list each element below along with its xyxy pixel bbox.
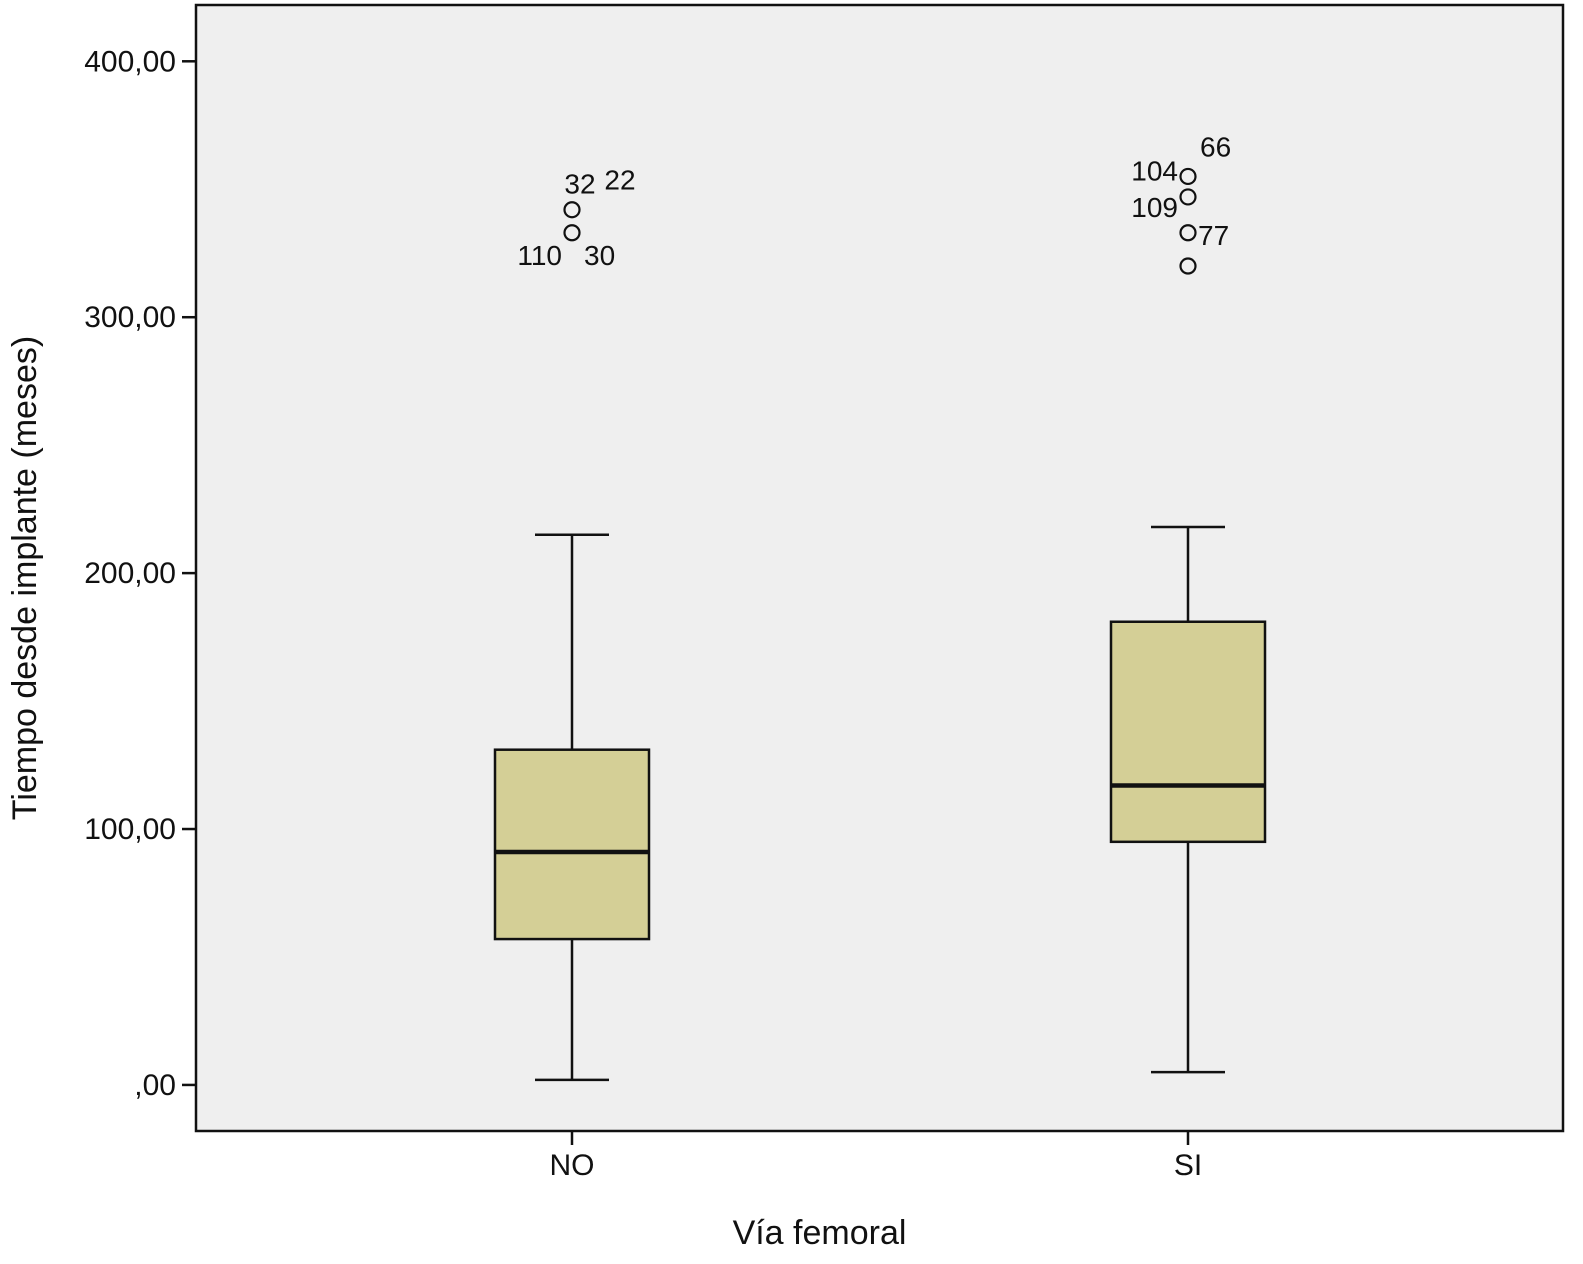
outlier-point xyxy=(1179,224,1197,242)
x-tick-label: NO xyxy=(550,1149,595,1182)
outlier-point xyxy=(1179,257,1197,275)
y-tick-label: 200,00 xyxy=(84,557,176,590)
outlier-label: 77 xyxy=(1198,220,1229,251)
iqr-box xyxy=(493,748,651,941)
outlier-point xyxy=(563,224,581,242)
outlier-label: 30 xyxy=(584,240,615,271)
outlier-label: 32 xyxy=(564,169,595,200)
outlier-point xyxy=(1179,167,1197,186)
plot-area xyxy=(194,3,1565,1133)
y-axis: ,00 100,00 200,00 300,00 400,00 xyxy=(84,45,196,1102)
x-axis-title: Vía femoral xyxy=(733,1214,907,1252)
boxes-group: 32 22 110 30 66 104 109 77 xyxy=(493,131,1267,1082)
outlier-label: 66 xyxy=(1200,131,1231,162)
y-tick-label: 300,00 xyxy=(84,301,176,334)
outlier-point xyxy=(1179,188,1197,206)
y-tick-label: ,00 xyxy=(134,1069,176,1102)
outlier-label: 22 xyxy=(604,165,635,196)
outlier-point xyxy=(563,201,581,219)
outlier-label: 104 xyxy=(1131,155,1178,186)
x-tick-label: SI xyxy=(1174,1149,1202,1182)
outlier-label: 109 xyxy=(1131,192,1178,223)
box-group-no: 32 22 110 30 xyxy=(493,165,651,1082)
iqr-box xyxy=(1109,620,1267,844)
outlier-label: 110 xyxy=(517,240,562,271)
box-group-si: 66 104 109 77 xyxy=(1109,131,1267,1074)
y-axis-title: Tiempo desde implante (meses) xyxy=(6,336,44,820)
y-tick-label: 400,00 xyxy=(84,45,176,78)
y-tick-label: 100,00 xyxy=(84,813,176,846)
x-axis: NO SI xyxy=(550,1131,1202,1182)
